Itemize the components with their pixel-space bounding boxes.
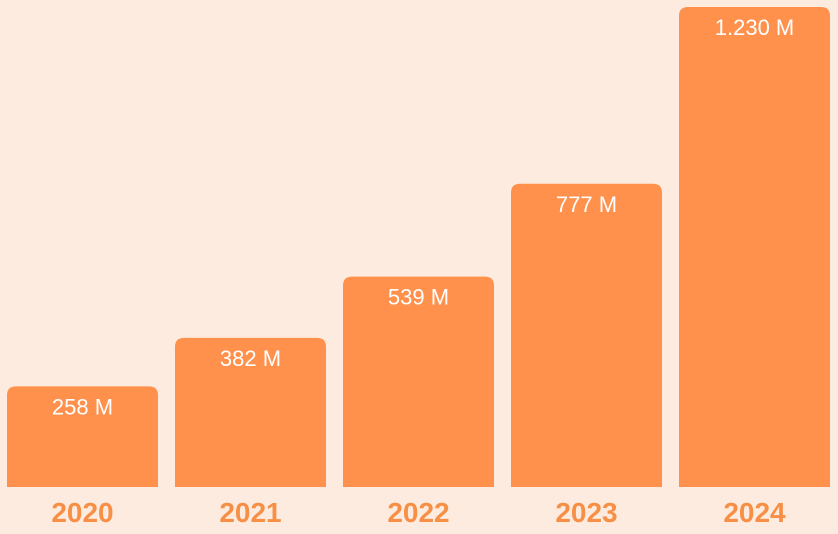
bar-2023 [511,183,662,487]
bar-2020 [7,386,158,487]
x-tick-label-2020: 2020 [51,497,113,528]
x-tick-label-2023: 2023 [555,497,617,528]
data-label-2024: 1.230 M [715,15,795,40]
bar-2021 [175,337,326,487]
data-label-2022: 539 M [388,285,449,310]
x-tick-label-2021: 2021 [219,497,281,528]
x-tick-label-2022: 2022 [387,497,449,528]
x-tick-label-2024: 2024 [723,497,786,528]
bar-2022 [343,276,494,487]
x-axis-tick-labels: 2020 2021 2022 2023 2024 [51,497,786,528]
data-label-2023: 777 M [556,192,617,217]
bar-2024 [679,7,830,487]
data-label-2020: 258 M [52,394,113,419]
data-labels-group: 258 M 382 M 539 M 777 M 1.230 M [52,15,794,419]
data-label-2021: 382 M [220,346,281,371]
bars-group [7,7,830,487]
